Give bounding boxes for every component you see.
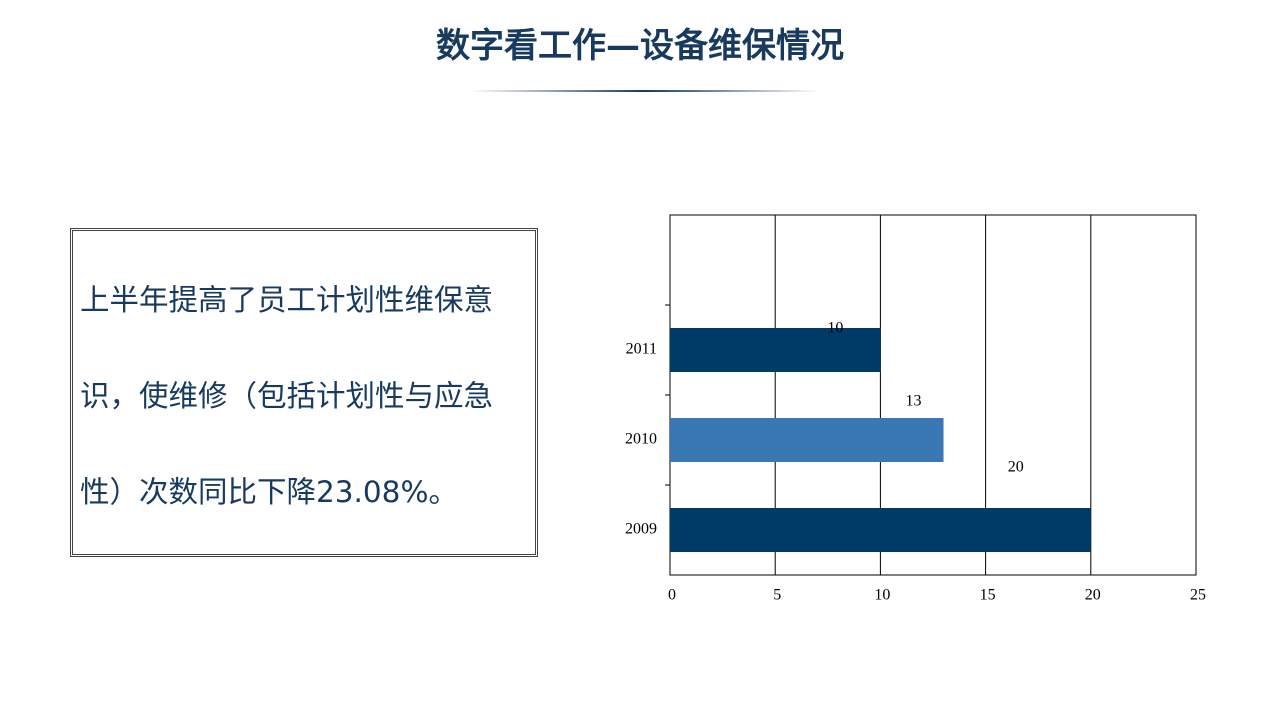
slide-title: 数字看工作—设备维保情况 <box>436 26 844 66</box>
x-tick-label: 15 <box>980 587 996 604</box>
y-tick-label: 2011 <box>626 341 657 358</box>
data-label: 10 <box>827 320 843 337</box>
text-box: 上半年提高了员工计划性维保意识，使维修（包括计划性与应急性）次数同比下降23.0… <box>70 228 538 557</box>
x-tick-label: 10 <box>874 587 890 604</box>
x-tick-label: 5 <box>773 587 781 604</box>
title-rule <box>470 90 820 92</box>
x-tick-label: 20 <box>1085 587 1101 604</box>
data-label: 13 <box>906 393 922 410</box>
bar <box>670 418 944 462</box>
x-tick-label: 0 <box>668 587 676 604</box>
bar <box>670 328 881 372</box>
x-tick-label: 25 <box>1190 587 1206 604</box>
data-label: 20 <box>1008 459 1024 476</box>
y-tick-label: 2010 <box>625 431 657 448</box>
paragraph: 上半年提高了员工计划性维保意识，使维修（包括计划性与应急性）次数同比下降23.0… <box>80 283 494 509</box>
bar <box>670 508 1091 552</box>
y-tick-label: 2009 <box>625 521 657 538</box>
